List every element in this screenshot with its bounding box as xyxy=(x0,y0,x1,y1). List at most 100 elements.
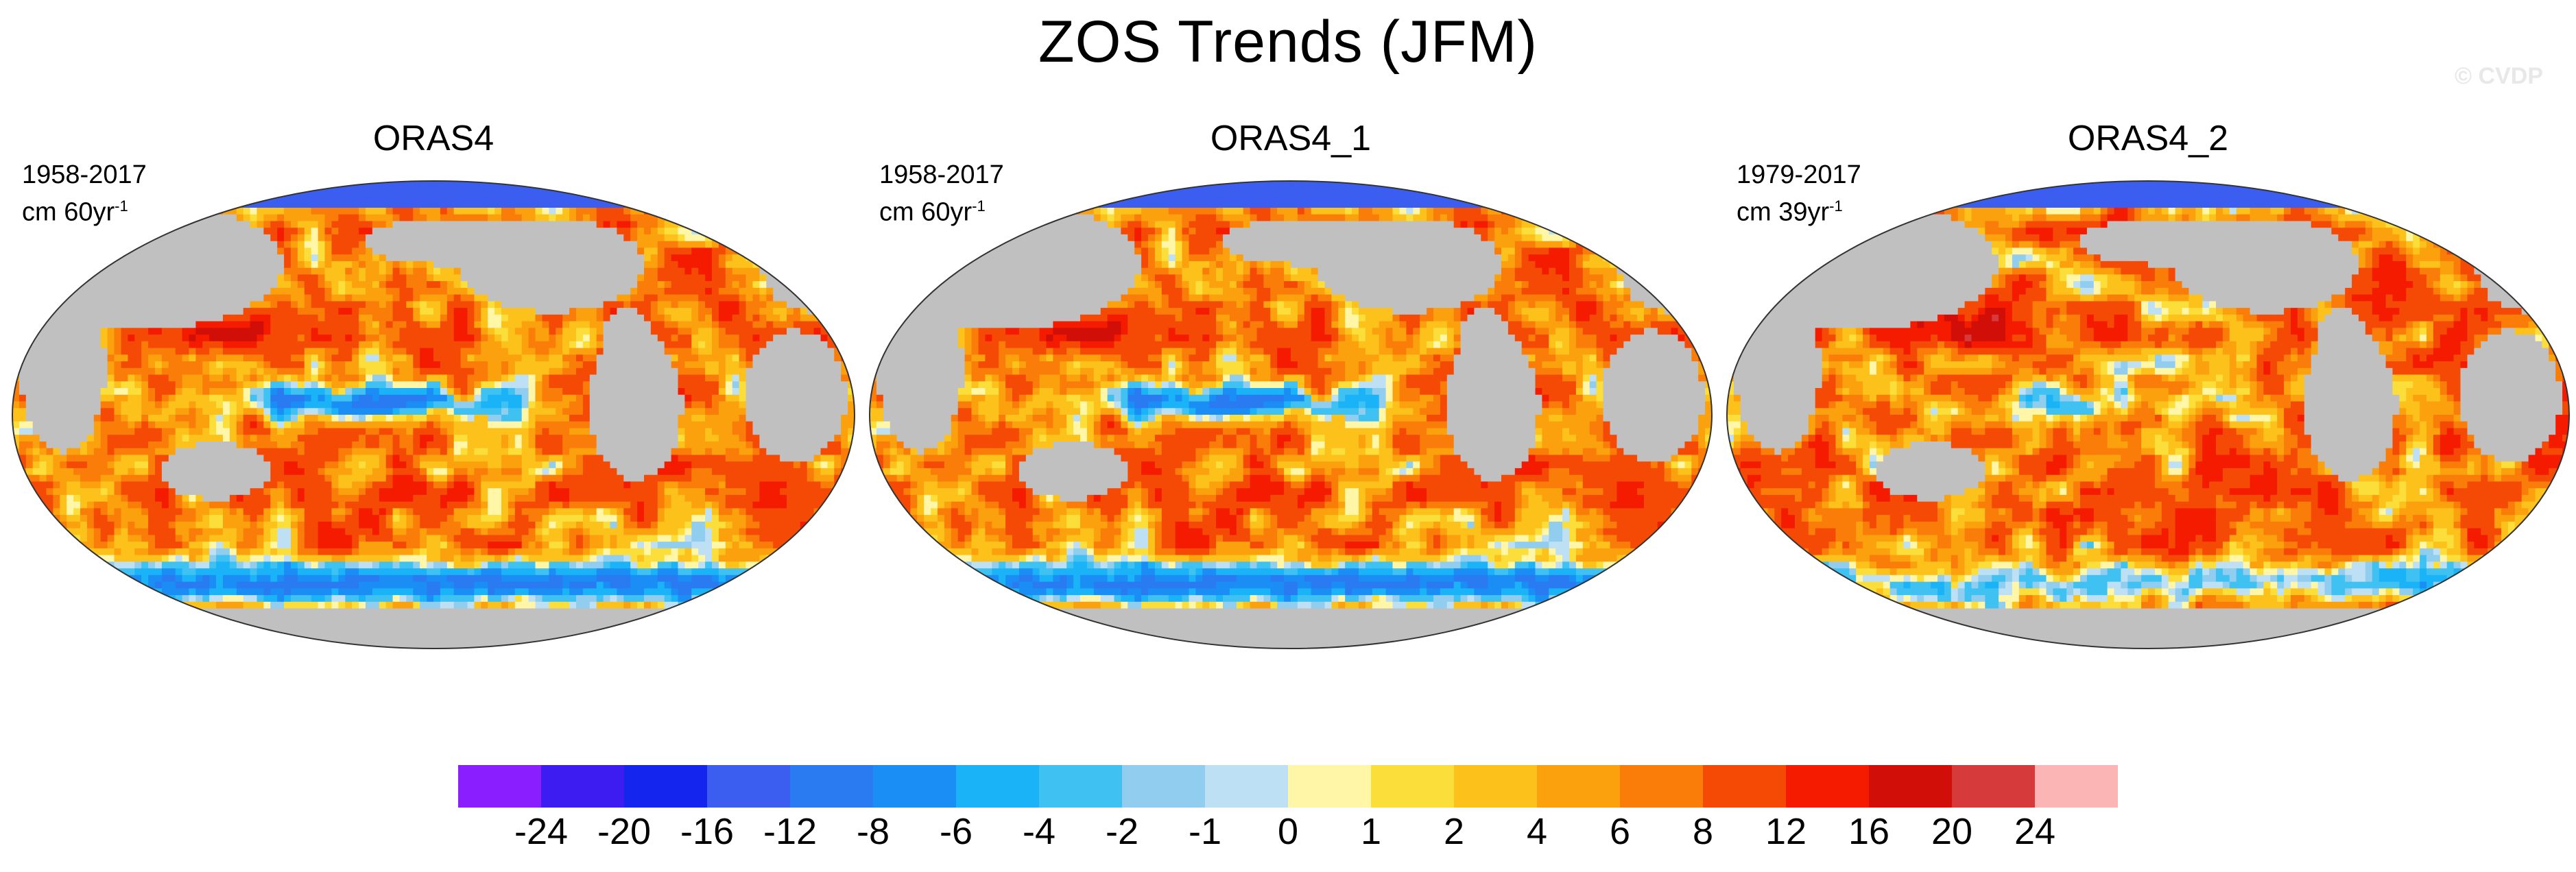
trend-cell xyxy=(209,361,217,369)
trend-cell xyxy=(684,267,692,275)
trend-cell xyxy=(304,287,312,295)
trend-cell xyxy=(766,194,774,202)
land-cell xyxy=(827,281,835,289)
land-cell xyxy=(793,415,801,422)
land-cell xyxy=(813,367,822,376)
land-cell xyxy=(60,328,67,335)
trend-cell xyxy=(331,354,339,362)
land-cell xyxy=(807,261,815,269)
trend-cell xyxy=(494,441,502,449)
land-cell xyxy=(440,247,448,255)
trend-cell xyxy=(684,381,692,389)
trend-cell xyxy=(691,187,699,195)
trend-cell xyxy=(270,187,278,195)
trend-cell xyxy=(705,194,713,202)
trend-cell xyxy=(773,228,780,235)
trend-cell xyxy=(114,341,121,349)
trend-cell xyxy=(481,381,488,389)
land-cell xyxy=(630,441,638,449)
trend-cell xyxy=(257,328,264,335)
trend-cell xyxy=(623,234,631,242)
land-cell xyxy=(189,281,196,289)
land-cell xyxy=(813,441,822,449)
trend-cell xyxy=(128,428,135,435)
land-cell xyxy=(270,281,278,289)
trend-cell xyxy=(596,221,604,228)
land-cell xyxy=(189,287,196,295)
land-cell xyxy=(223,221,230,228)
land-cell xyxy=(793,335,801,342)
land-cell xyxy=(53,335,60,342)
trend-cell xyxy=(569,435,577,442)
trend-cell xyxy=(263,354,271,362)
trend-cell xyxy=(535,415,542,422)
land-cell xyxy=(813,401,822,409)
land-cell xyxy=(664,394,672,402)
trend-cell xyxy=(311,381,319,389)
trend-cell xyxy=(691,241,699,248)
trend-cell xyxy=(311,308,319,315)
trend-cell xyxy=(807,181,815,189)
trend-cell xyxy=(413,401,420,409)
trend-cell xyxy=(453,287,462,295)
trend-cell xyxy=(420,301,427,308)
trend-cell xyxy=(19,415,27,422)
trend-cell xyxy=(148,388,156,396)
land-cell xyxy=(161,234,169,242)
trend-cell xyxy=(698,247,706,255)
trend-cell xyxy=(460,335,468,342)
land-cell xyxy=(780,228,787,235)
trend-cell xyxy=(684,354,692,362)
trend-cell xyxy=(440,367,448,376)
land-cell xyxy=(100,247,108,255)
trend-cell xyxy=(406,415,414,422)
land-cell xyxy=(128,201,135,208)
land-cell xyxy=(128,267,135,275)
land-cell xyxy=(787,267,794,275)
trend-cell xyxy=(481,181,488,189)
trend-cell xyxy=(338,241,346,248)
trend-cell xyxy=(664,335,672,342)
land-cell xyxy=(589,254,597,262)
land-cell xyxy=(73,308,81,315)
trend-cell xyxy=(250,181,258,189)
trend-cell xyxy=(488,348,495,355)
trend-cell xyxy=(773,328,780,335)
trend-cell xyxy=(623,228,631,235)
trend-cell xyxy=(684,201,692,208)
trend-cell xyxy=(263,367,271,376)
trend-cell xyxy=(691,274,699,282)
trend-cell xyxy=(718,294,726,302)
trend-cell xyxy=(297,301,305,308)
trend-cell xyxy=(406,421,414,428)
trend-cell xyxy=(739,181,747,189)
trend-cell xyxy=(582,187,591,195)
trend-cell xyxy=(813,194,822,202)
land-cell xyxy=(467,254,475,262)
trend-cell xyxy=(128,388,135,396)
trend-cell xyxy=(820,181,828,189)
land-cell xyxy=(501,261,509,269)
trend-cell xyxy=(746,187,753,195)
trend-cell xyxy=(324,228,332,235)
trend-cell xyxy=(324,314,332,322)
trend-cell xyxy=(494,194,502,202)
land-cell xyxy=(148,241,156,248)
land-cell xyxy=(759,394,767,402)
land-cell xyxy=(372,247,380,255)
trend-cell xyxy=(610,208,617,215)
trend-cell xyxy=(644,201,652,208)
trend-cell xyxy=(501,341,509,349)
trend-cell xyxy=(684,374,692,382)
land-cell xyxy=(569,234,577,242)
land-cell xyxy=(134,267,142,275)
trend-cell xyxy=(182,374,190,382)
trend-cell xyxy=(752,301,760,308)
trend-cell xyxy=(732,408,740,415)
trend-cell xyxy=(549,401,556,409)
trend-cell xyxy=(345,348,353,355)
land-cell xyxy=(100,348,108,355)
land-cell xyxy=(195,274,203,282)
trend-cell xyxy=(236,394,244,402)
land-cell xyxy=(93,247,102,255)
